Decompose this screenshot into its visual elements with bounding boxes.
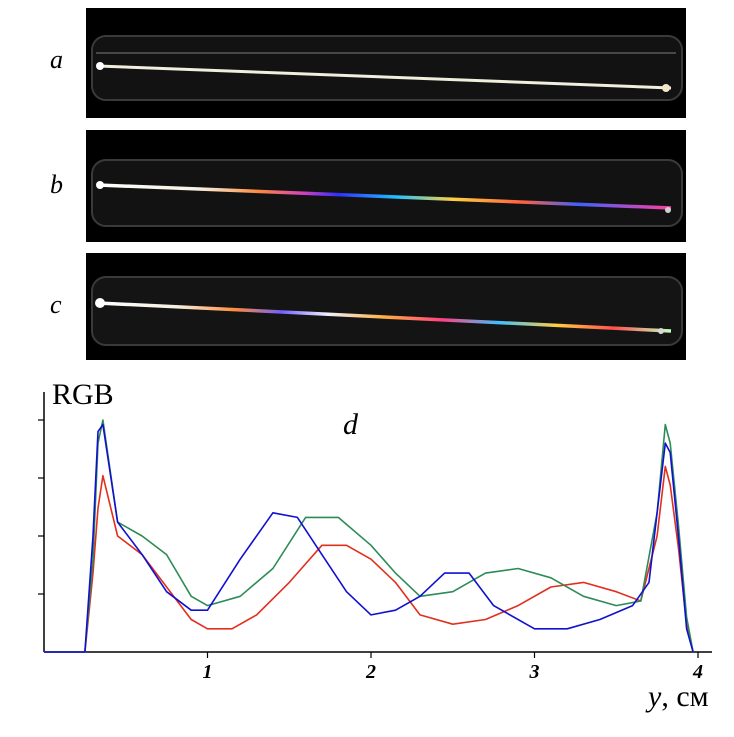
x-tick-label-0: 1 <box>203 661 213 683</box>
x-tick-label-1: 2 <box>365 661 376 683</box>
x-tick-label-2: 3 <box>529 661 540 683</box>
panel-label-a: a <box>50 45 63 74</box>
panel-label-d: d <box>343 408 358 441</box>
photo-panel-a <box>86 8 686 118</box>
x-tick-label-3: 4 <box>692 661 703 683</box>
panel-label-c: c <box>50 290 62 319</box>
series-line-0 <box>44 465 694 653</box>
photo-panel-b <box>86 130 686 242</box>
beam-c <box>97 301 672 333</box>
photo-panel-c <box>86 253 686 360</box>
y-axis-label: RGB <box>52 378 114 411</box>
x-axis-var: y <box>648 680 662 713</box>
panel-label-b: b <box>50 170 63 199</box>
beam-a <box>97 64 672 90</box>
series-line-2 <box>44 423 694 653</box>
x-axis-label: y, см <box>648 680 709 714</box>
x-axis-unit: , см <box>661 680 709 713</box>
series-line-1 <box>44 419 694 653</box>
cell-outline-c <box>91 276 683 346</box>
beam-b <box>97 183 672 210</box>
cell-outline-b <box>91 159 683 227</box>
rgb-profile-chart: 1 2 3 4 <box>38 392 712 683</box>
